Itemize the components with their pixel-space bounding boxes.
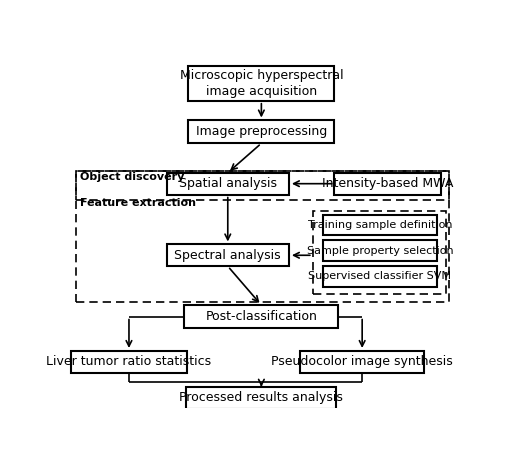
Bar bbox=[166, 244, 289, 266]
Bar bbox=[75, 171, 448, 302]
Bar bbox=[166, 173, 289, 195]
Text: Sample property selection: Sample property selection bbox=[306, 245, 453, 256]
Bar bbox=[322, 266, 436, 287]
Text: Pseudocolor image synthesis: Pseudocolor image synthesis bbox=[271, 355, 452, 368]
Bar bbox=[299, 351, 423, 373]
Text: Intensity-based MWA: Intensity-based MWA bbox=[322, 177, 453, 190]
Bar bbox=[312, 211, 445, 294]
Text: Image preprocessing: Image preprocessing bbox=[195, 125, 326, 138]
Bar bbox=[75, 171, 448, 200]
Text: Object discovery: Object discovery bbox=[80, 172, 184, 182]
Bar bbox=[322, 215, 436, 235]
Text: Feature extraction: Feature extraction bbox=[80, 198, 196, 208]
Bar bbox=[188, 65, 334, 101]
Text: Microscopic hyperspectral
image acquisition: Microscopic hyperspectral image acquisit… bbox=[179, 69, 343, 98]
Text: Liver tumor ratio statistics: Liver tumor ratio statistics bbox=[46, 355, 211, 368]
Text: Supervised classifier SVM: Supervised classifier SVM bbox=[308, 272, 450, 281]
Text: Spatial analysis: Spatial analysis bbox=[179, 177, 276, 190]
Bar bbox=[334, 173, 440, 195]
Bar bbox=[186, 387, 336, 409]
Text: Post-classification: Post-classification bbox=[205, 310, 317, 323]
Bar bbox=[322, 240, 436, 261]
Bar bbox=[71, 351, 187, 373]
Text: Processed results analysis: Processed results analysis bbox=[179, 391, 343, 404]
Bar bbox=[184, 305, 338, 328]
Bar bbox=[188, 120, 334, 143]
Text: Spectral analysis: Spectral analysis bbox=[174, 249, 280, 262]
Text: Training sample definition: Training sample definition bbox=[307, 220, 451, 230]
